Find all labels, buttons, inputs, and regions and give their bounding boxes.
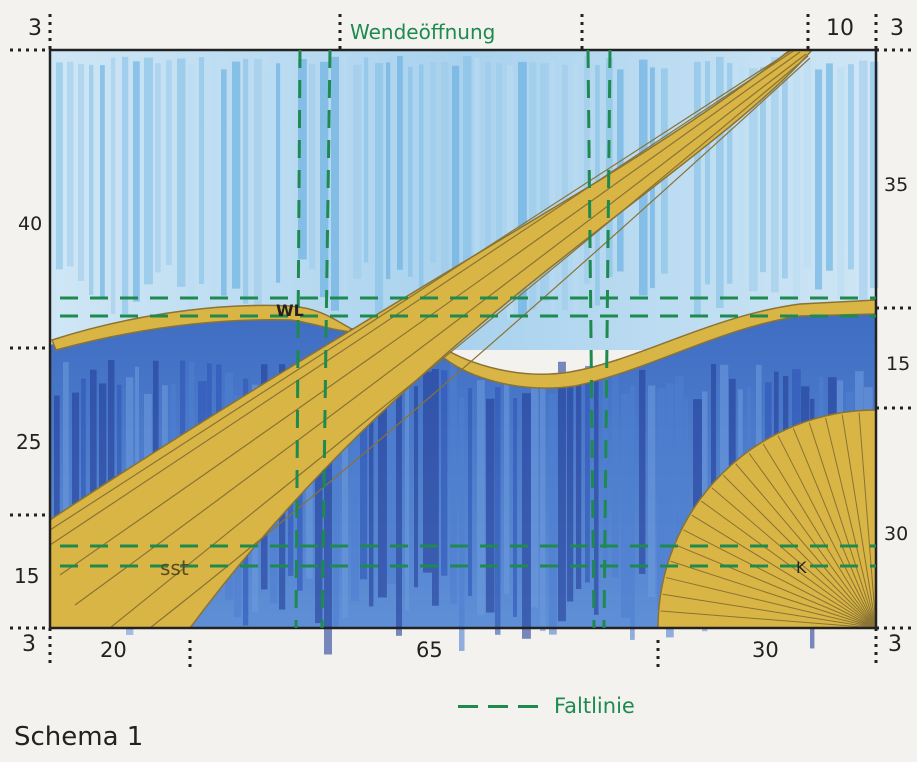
legend-dash-icon [458,704,478,708]
right-30-label: 30 [884,523,909,545]
wende-opening-label: Wendeöffnung [350,20,496,44]
left-25-label: 25 [16,430,42,454]
top-right-margin-label: 3 [890,16,904,41]
top-ten-label: 10 [826,16,854,41]
bottom-30-label: 30 [752,638,779,662]
right-15-label: 15 [886,353,911,375]
left-15-label: 15 [14,564,40,588]
legend-label: Faltlinie [554,694,635,718]
wl-label: WL [276,301,304,320]
fold-lines [60,49,876,629]
sst-label: sst [160,556,189,580]
right-35-label: 35 [884,174,909,196]
bottom-20-label: 20 [100,638,127,662]
legend: Faltlinie [458,694,635,718]
bottom-left-margin-label: 3 [22,632,36,657]
quarter-disc-rays [660,412,877,629]
bottom-right-margin-label: 3 [888,632,902,657]
legend-dash-icon [518,704,538,708]
legend-dash-icon [488,704,508,708]
bottom-65-label: 65 [416,638,443,662]
top-left-margin-label: 3 [28,16,42,41]
sky-strokes [56,55,879,320]
schema-title: Schema 1 [14,722,144,752]
frame [48,48,878,630]
margin-ticks [10,14,912,668]
left-40-label: 40 [18,213,43,235]
k-label: K [796,558,807,577]
